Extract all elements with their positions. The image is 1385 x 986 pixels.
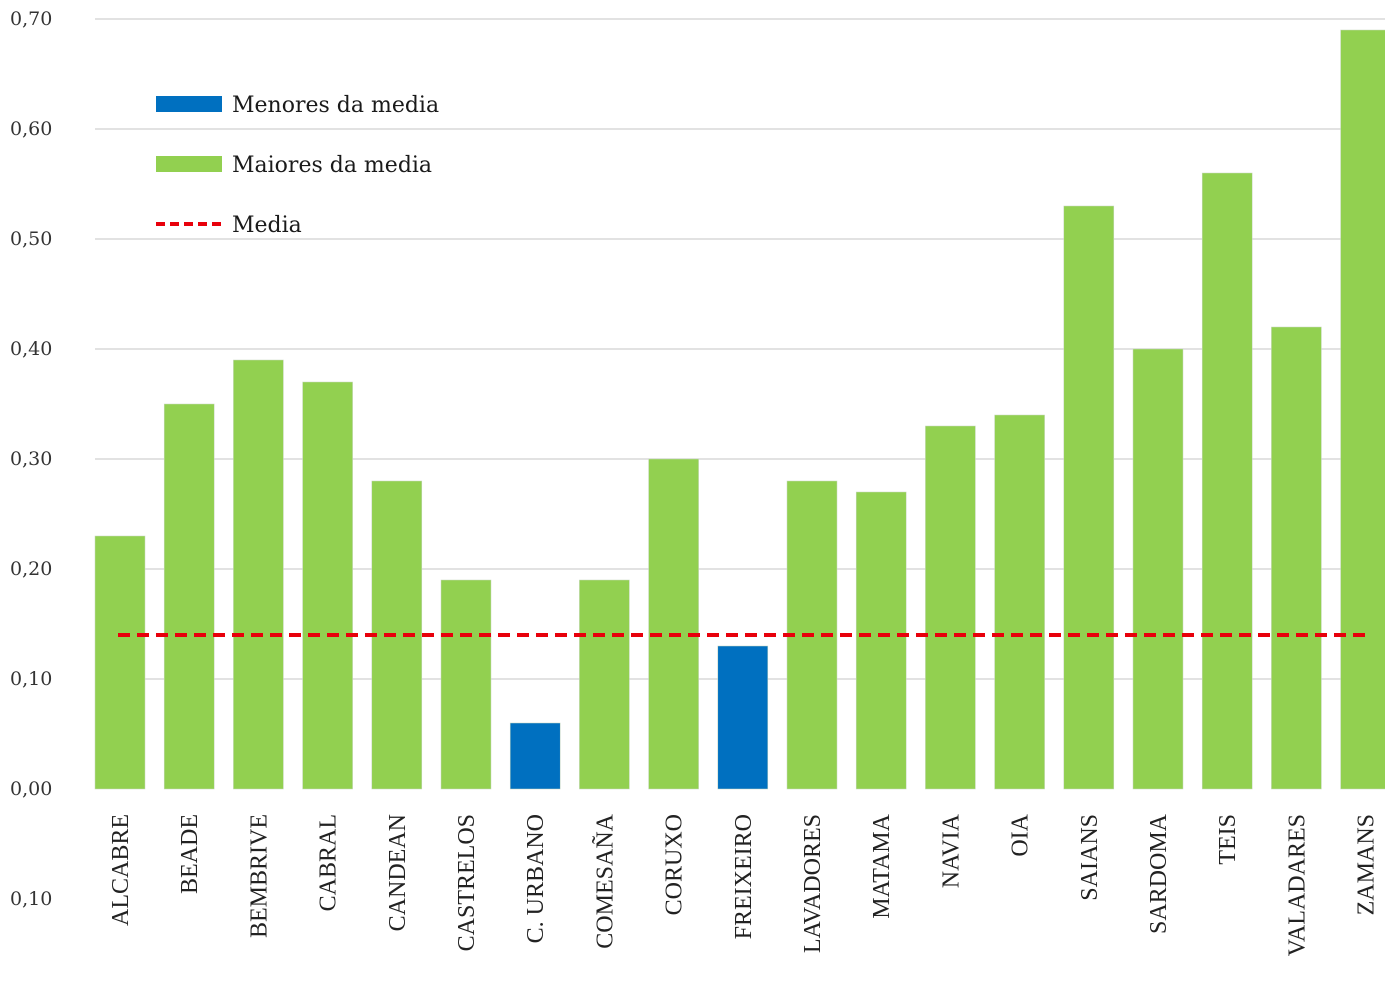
legend-label: Media: [232, 213, 302, 238]
bar-c-urbano: [509, 722, 561, 790]
legend-swatch-below: [156, 96, 222, 112]
x-category-label: VALADARES: [1284, 814, 1310, 956]
bars: [94, 29, 1385, 790]
y-axis-tick-labels: 0,70 0,60 0,50 0,40 0,30 0,20 0,10 0,00 0,10: [10, 8, 52, 910]
x-category-label: NAVIA: [938, 813, 964, 888]
y-tick-label: 0,10: [10, 888, 52, 910]
y-tick-label: 0,70: [10, 8, 52, 30]
bar-beade: [163, 403, 215, 790]
x-axis-category-labels: ALCABRE BEADE BEMBRIVE CABRAL CANDEAN CASTREL…: [108, 813, 1380, 956]
grid-lines: [95, 18, 1385, 680]
x-category-label: CASTRELOS: [454, 814, 480, 951]
x-category-label: CABRAL: [316, 814, 342, 911]
bar-navia: [925, 425, 976, 790]
legend-label: Menores da media: [232, 93, 439, 118]
x-category-label: OIA: [1008, 813, 1034, 856]
x-category-label: LAVADORES: [800, 814, 826, 953]
x-category-label: C. URBANO: [523, 814, 549, 943]
x-category-label: ZAMANS: [1354, 814, 1380, 915]
y-tick-label: 0,40: [10, 338, 52, 360]
bar-castrelos: [440, 579, 492, 790]
x-category-label: MATAMA: [869, 813, 895, 918]
bar-oia: [994, 414, 1045, 790]
bar-bembrive: [233, 359, 284, 790]
y-tick-label: 0,50: [10, 228, 52, 250]
x-category-label: FREIXEIRO: [731, 814, 757, 939]
legend: Menores da media Maiores da media Media: [156, 93, 439, 238]
bar-saians: [1063, 205, 1115, 790]
y-tick-label: 0,10: [10, 668, 52, 690]
legend-label: Maiores da media: [232, 153, 432, 178]
y-tick-label: 0,00: [10, 778, 52, 800]
bar-cabral: [302, 381, 353, 790]
bar-matama: [855, 491, 907, 790]
x-category-label: CORUXO: [662, 814, 688, 915]
x-category-label: BEADE: [177, 814, 203, 894]
x-category-label: BEMBRIVE: [246, 814, 272, 938]
x-category-label: SARDOMA: [1146, 813, 1172, 934]
bar-comesaña: [579, 579, 630, 790]
y-tick-label: 0,20: [10, 558, 52, 580]
x-category-label: COMESAÑA: [592, 813, 618, 948]
x-category-label: SAIANS: [1077, 814, 1103, 901]
x-category-label: CANDEAN: [385, 814, 411, 931]
bar-alcabre: [94, 535, 146, 790]
x-category-label: TEIS: [1215, 814, 1241, 865]
bar-coruxo: [648, 458, 699, 790]
bar-zamans: [1340, 29, 1385, 790]
bar-teis: [1201, 172, 1253, 790]
bar-sardoma: [1132, 348, 1184, 790]
y-tick-label: 0,30: [10, 448, 52, 470]
bar-valadares: [1271, 326, 1322, 790]
bar-freixeiro: [717, 645, 769, 790]
legend-swatch-above: [156, 156, 222, 172]
y-tick-label: 0,60: [10, 118, 52, 140]
x-category-label: ALCABRE: [108, 814, 134, 926]
